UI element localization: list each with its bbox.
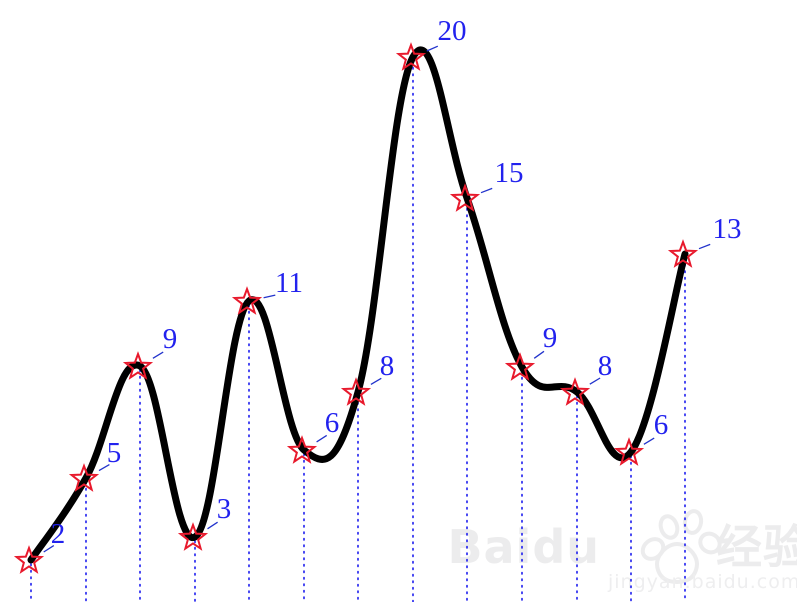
label-leader-line (370, 377, 382, 385)
data-point-value-label: 9 (163, 323, 178, 355)
label-leader-line (589, 377, 601, 385)
label-leader-line (98, 464, 110, 472)
data-point-value-label: 15 (495, 157, 524, 189)
data-point-value-label: 5 (107, 437, 122, 469)
value-labels-group: 2 5 9 3 11 6 8 20 15 9 8 6 13 (51, 15, 742, 550)
data-point-value-label: 13 (713, 213, 742, 245)
data-point-marker-star[interactable] (231, 286, 263, 315)
baidu-paw-icon (640, 509, 722, 585)
data-point-marker-star[interactable] (613, 437, 645, 466)
data-point-value-label: 8 (380, 350, 395, 382)
data-point-marker-star[interactable] (13, 545, 45, 574)
data-point-marker-star[interactable] (504, 352, 536, 381)
data-point-value-label: 8 (598, 350, 613, 382)
data-point-value-label: 2 (51, 518, 66, 550)
data-point-marker-star[interactable] (449, 183, 481, 212)
data-point-value-label: 11 (275, 267, 303, 299)
label-leader-line (480, 187, 493, 194)
watermark-brand-cn: 经验 (716, 520, 797, 574)
label-leader-line (152, 351, 164, 359)
data-point-marker-star[interactable] (395, 42, 427, 71)
watermark-group: Baidu 经验 jingyan.baidu.com (447, 509, 797, 593)
data-point-marker-star[interactable] (667, 239, 699, 268)
droplines-group (30, 60, 686, 602)
data-point-value-label: 9 (543, 322, 558, 354)
data-point-value-label: 20 (438, 15, 467, 47)
data-point-value-label: 6 (325, 407, 340, 439)
label-leader-line (698, 243, 711, 250)
data-point-marker-star[interactable] (177, 522, 209, 551)
data-point-value-label: 3 (217, 493, 232, 525)
label-leader-line (263, 294, 276, 299)
data-point-marker-star[interactable] (559, 377, 591, 406)
label-leader-line (426, 45, 439, 52)
markers-group (13, 42, 699, 574)
data-point-value-label: 6 (654, 409, 669, 441)
data-point-marker-star[interactable] (340, 377, 372, 406)
data-point-marker-star[interactable] (122, 351, 154, 380)
leader-lines-group (43, 45, 711, 553)
label-leader-line (316, 434, 328, 443)
label-leader-line (207, 521, 218, 530)
watermark-brand: Baidu (447, 520, 600, 574)
watermark-url: jingyan.baidu.com (607, 571, 797, 593)
label-leader-line (43, 545, 55, 553)
series-curve (27, 46, 689, 564)
label-leader-line (533, 350, 545, 359)
label-leader-line (643, 437, 655, 445)
data-point-marker-star[interactable] (286, 435, 318, 464)
data-point-marker-star[interactable] (68, 463, 100, 492)
